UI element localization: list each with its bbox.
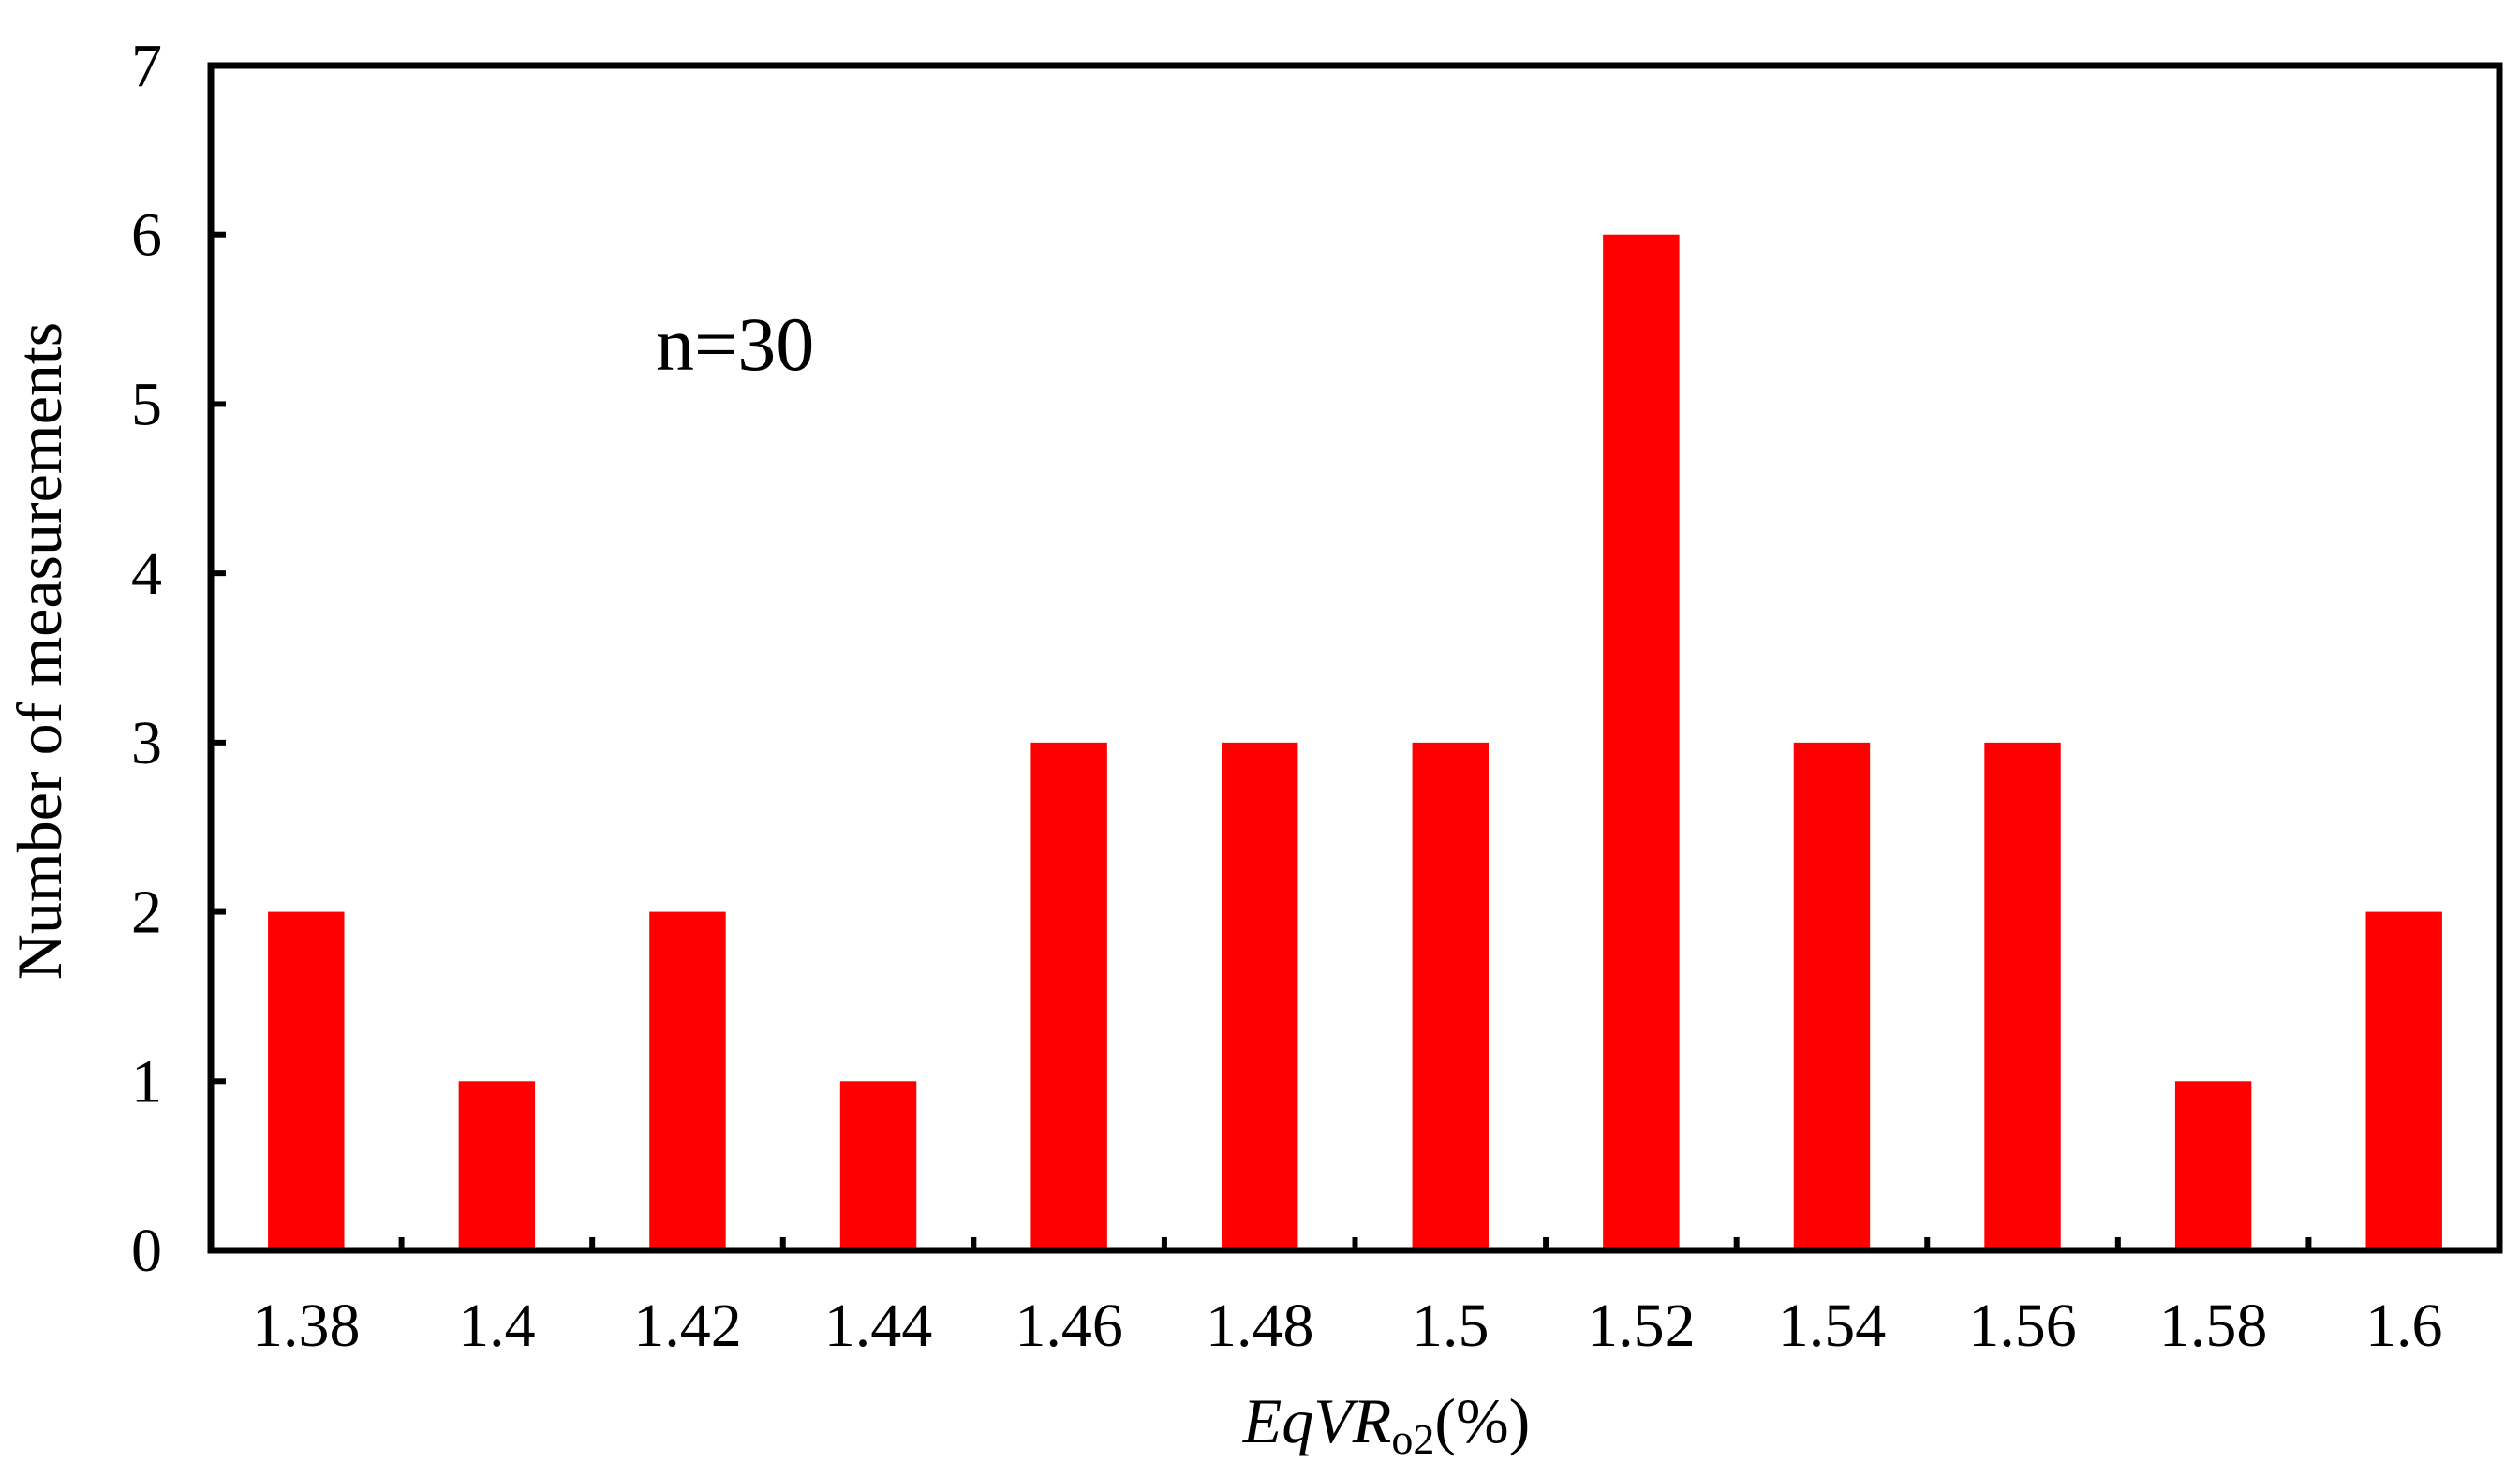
x-tick-label-1.5: 1.5 xyxy=(1412,1292,1490,1360)
y-tick-label-1: 1 xyxy=(131,1047,162,1115)
bar-1.42 xyxy=(649,911,726,1250)
x-tick-label-1.44: 1.44 xyxy=(824,1292,933,1360)
x-axis-title: EqVRo2(%) xyxy=(1242,1385,1531,1463)
x-tick-label-1.42: 1.42 xyxy=(633,1292,742,1360)
y-tick-label-0: 0 xyxy=(131,1217,162,1285)
bar-1.48 xyxy=(1221,742,1298,1250)
x-tick-label-1.54: 1.54 xyxy=(1778,1292,1887,1360)
x-tick-label-1.46: 1.46 xyxy=(1015,1292,1123,1360)
annotation-n: n=30 xyxy=(656,302,814,387)
x-tick-label-1.6: 1.6 xyxy=(2365,1292,2443,1360)
y-axis-title: Number of measurements xyxy=(4,322,75,980)
y-tick-labels: 0 1 2 3 4 5 6 7 xyxy=(131,32,162,1285)
x-axis-title-main: EqVR xyxy=(1242,1385,1392,1456)
bar-1.58 xyxy=(2174,1081,2252,1250)
bar-1.5 xyxy=(1412,742,1490,1250)
y-tick-label-2: 2 xyxy=(131,879,162,947)
y-ticks xyxy=(211,63,226,1253)
x-tick-label-1.52: 1.52 xyxy=(1587,1292,1696,1360)
x-axis-title-suffix: (%) xyxy=(1434,1385,1530,1456)
bar-1.4 xyxy=(458,1081,536,1250)
x-tick-label-1.58: 1.58 xyxy=(2159,1292,2268,1360)
x-tick-label-1.38: 1.38 xyxy=(252,1292,361,1360)
y-tick-label-6: 6 xyxy=(131,201,162,270)
x-tick-label-1.48: 1.48 xyxy=(1206,1292,1314,1360)
x-axis-title-subscript: o2 xyxy=(1391,1415,1434,1463)
y-tick-label-4: 4 xyxy=(131,539,162,608)
bar-1.38 xyxy=(268,911,345,1250)
bar-1.6 xyxy=(2365,911,2442,1250)
y-tick-label-3: 3 xyxy=(131,709,162,777)
bar-1.54 xyxy=(1793,742,1871,1250)
bar-1.52 xyxy=(1603,234,1680,1251)
x-ticks xyxy=(398,1237,2312,1250)
y-tick-label-7: 7 xyxy=(131,32,162,100)
bars xyxy=(268,234,2442,1251)
x-tick-label-1.56: 1.56 xyxy=(1968,1292,2077,1360)
x-tick-labels: 1.38 1.4 1.42 1.44 1.46 1.48 1.5 1.52 1.54 1.56 1.… xyxy=(252,1292,2442,1360)
bar-1.56 xyxy=(1984,742,2061,1250)
y-tick-label-5: 5 xyxy=(131,370,162,438)
bar-1.46 xyxy=(1030,742,1107,1250)
plot-frame xyxy=(207,62,2503,1254)
bar-1.44 xyxy=(839,1081,917,1250)
x-tick-label-1.4: 1.4 xyxy=(458,1292,536,1360)
